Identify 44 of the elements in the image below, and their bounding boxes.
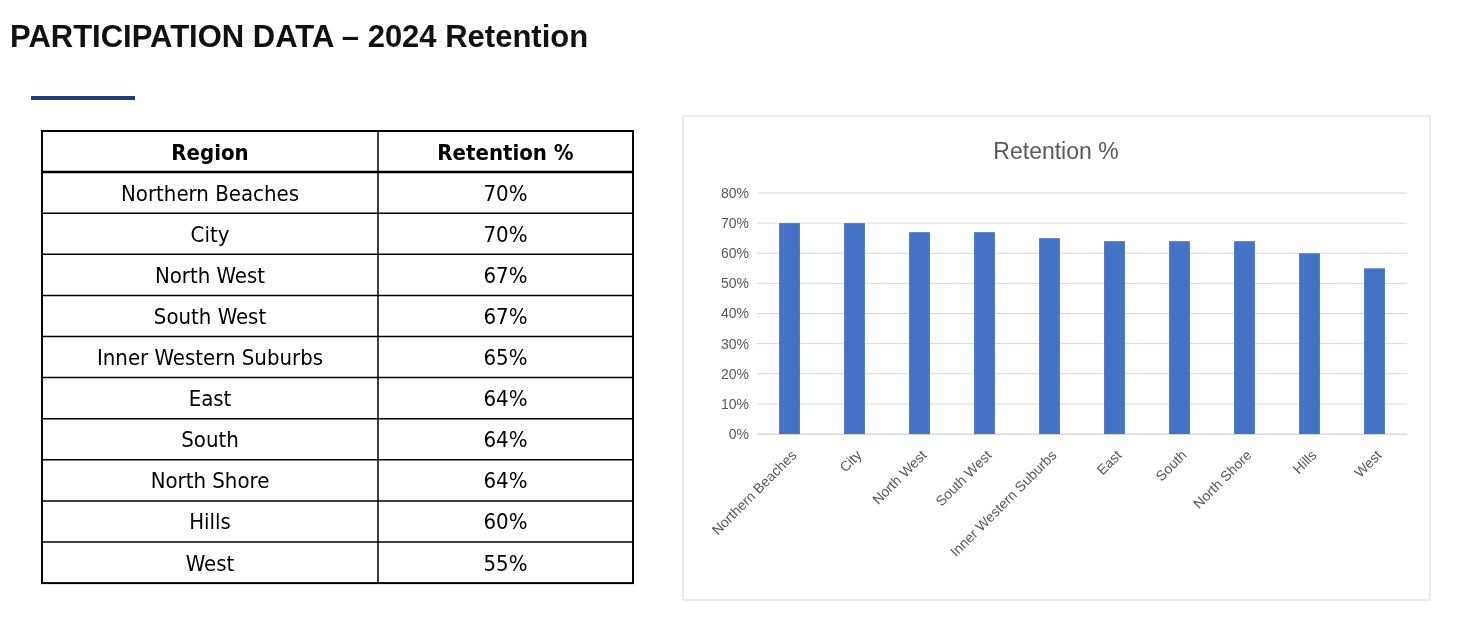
- bar: [1234, 241, 1255, 434]
- text: North West: [154, 262, 266, 288]
- y-tick-label: 80%: [720, 184, 749, 201]
- text: PARTICIPATION DATA – 2024 Retention: [10, 19, 589, 54]
- text: Inner Western Suburbs: [96, 345, 324, 371]
- x-tick-label: Hills: [1289, 446, 1320, 477]
- text: 55%: [483, 550, 528, 576]
- y-tick-label: 30%: [720, 335, 749, 352]
- y-tick-label: 50%: [720, 275, 749, 292]
- bar: [1299, 253, 1320, 434]
- text: 60%: [483, 509, 528, 535]
- text: 64%: [483, 386, 528, 412]
- text: South West: [153, 303, 267, 329]
- text: City: [190, 221, 230, 247]
- bar: [909, 232, 930, 434]
- text: 65%: [483, 345, 528, 371]
- text: 67%: [483, 303, 528, 329]
- y-tick-label: 0%: [728, 425, 749, 442]
- bar: [1364, 268, 1385, 434]
- y-tick-label: 40%: [720, 305, 749, 322]
- text: Hills: [189, 509, 231, 535]
- text: 70%: [483, 221, 528, 247]
- y-tick-label: 70%: [720, 215, 749, 232]
- bar: [1169, 241, 1190, 434]
- x-tick-label: City: [836, 446, 865, 476]
- y-tick-label: 20%: [720, 365, 749, 382]
- text: 70%: [483, 180, 528, 206]
- text: West: [185, 550, 235, 576]
- text: East: [188, 386, 232, 412]
- bar: [779, 223, 800, 434]
- text: 64%: [483, 468, 528, 494]
- text: 64%: [483, 427, 528, 453]
- y-tick-label: 10%: [720, 395, 749, 412]
- bar: [974, 232, 995, 434]
- bar: [1039, 238, 1060, 434]
- text: Retention %: [437, 139, 574, 165]
- bar: [1104, 241, 1125, 434]
- text: Northern Beaches: [121, 180, 299, 206]
- text: South: [181, 427, 239, 453]
- text: 67%: [483, 262, 528, 288]
- y-tick-label: 60%: [720, 245, 749, 262]
- bar: [844, 223, 865, 434]
- chart-title: Retention %: [993, 138, 1119, 164]
- text: Region: [171, 139, 249, 165]
